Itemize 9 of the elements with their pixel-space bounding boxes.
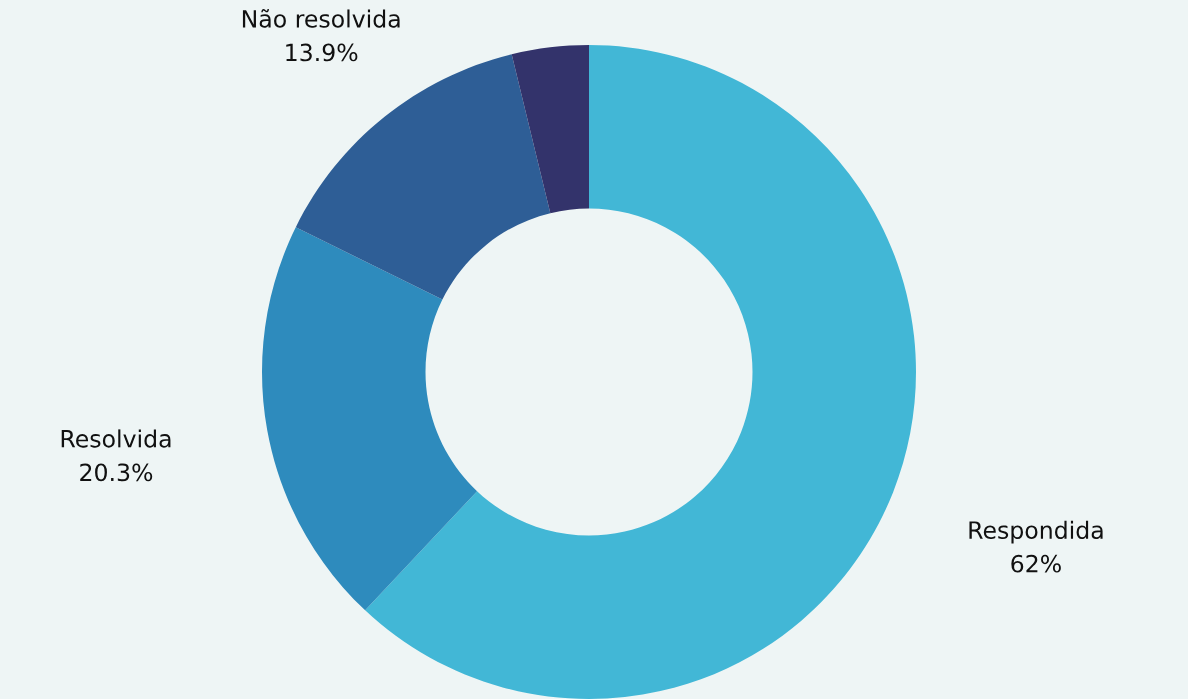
data-label: 20.3% (80, 463, 153, 482)
donut-slice (262, 227, 478, 611)
data-label: 62% (1011, 554, 1061, 573)
slice-label: Resolvida (61, 429, 171, 448)
slice-label: Respondida (969, 520, 1103, 544)
donut-slice (365, 45, 916, 699)
donut-slice (511, 45, 589, 214)
data-label: 13.9% (286, 43, 358, 62)
slice-label: Não resolvida (242, 9, 400, 28)
